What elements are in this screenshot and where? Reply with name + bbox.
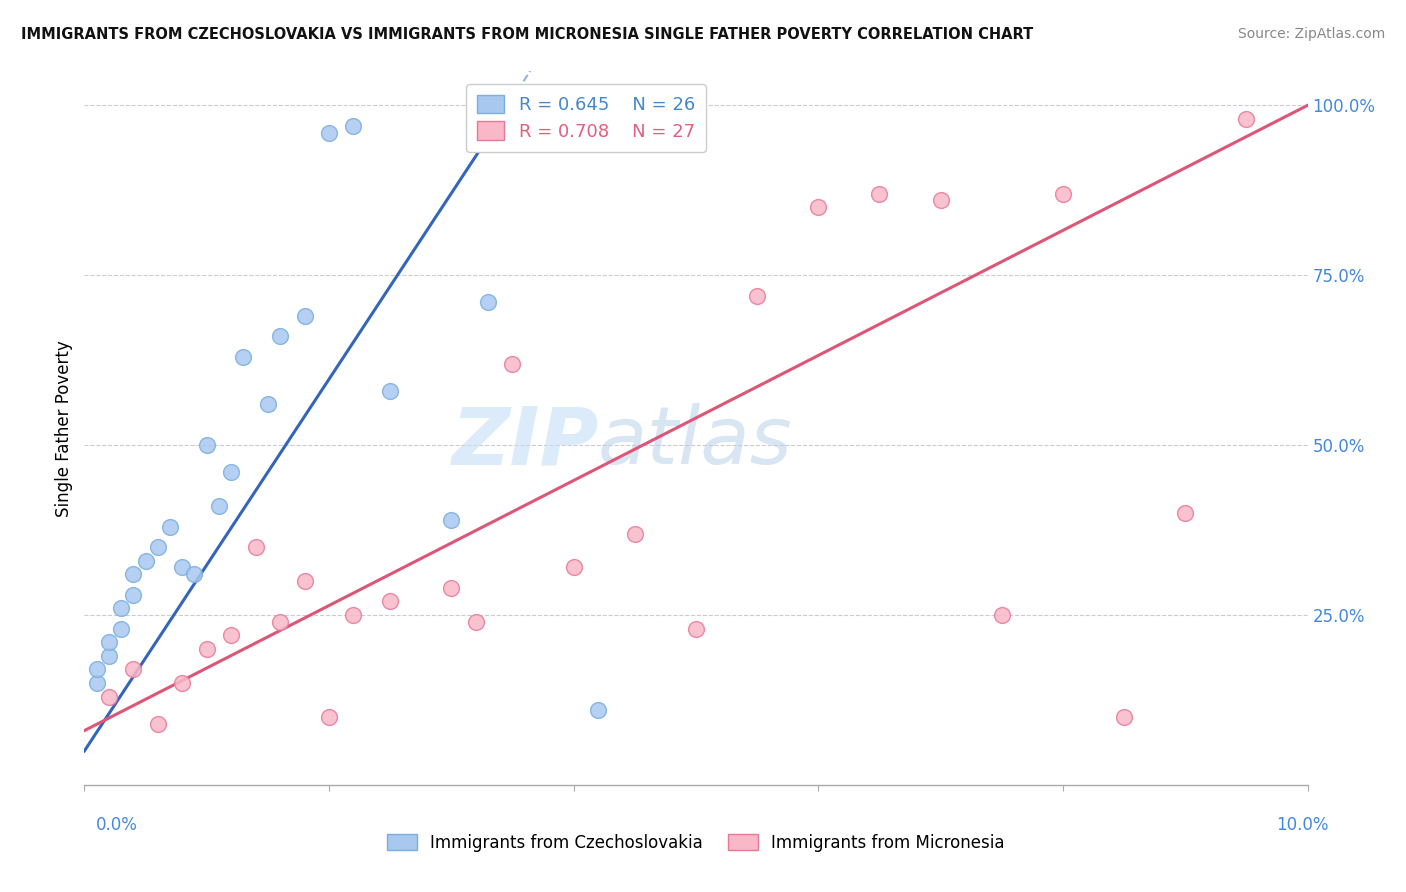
Point	[122, 662, 145, 676]
Point	[110, 622, 132, 636]
Point	[294, 309, 316, 323]
Point	[685, 622, 707, 636]
Text: 10.0%: 10.0%	[1277, 816, 1329, 834]
Point	[232, 350, 254, 364]
Point	[991, 608, 1014, 623]
Point	[624, 526, 647, 541]
Point	[929, 194, 952, 208]
Point	[269, 615, 291, 629]
Point	[269, 329, 291, 343]
Point	[195, 642, 218, 657]
Point	[219, 466, 242, 480]
Point	[97, 635, 120, 649]
Point	[747, 288, 769, 302]
Point	[183, 567, 205, 582]
Point	[146, 716, 169, 731]
Point	[257, 397, 280, 411]
Point	[586, 703, 609, 717]
Point	[172, 676, 194, 690]
Point	[380, 384, 402, 398]
Point	[172, 560, 194, 574]
Point	[342, 608, 364, 623]
Point	[1174, 506, 1197, 520]
Point	[562, 560, 585, 574]
Point	[208, 500, 231, 514]
Point	[97, 690, 120, 704]
Legend: R = 0.645    N = 26, R = 0.708    N = 27: R = 0.645 N = 26, R = 0.708 N = 27	[467, 84, 706, 152]
Point	[195, 438, 218, 452]
Text: IMMIGRANTS FROM CZECHOSLOVAKIA VS IMMIGRANTS FROM MICRONESIA SINGLE FATHER POVER: IMMIGRANTS FROM CZECHOSLOVAKIA VS IMMIGR…	[21, 27, 1033, 42]
Text: atlas: atlas	[598, 403, 793, 482]
Point	[440, 513, 463, 527]
Point	[146, 540, 169, 554]
Point	[318, 710, 340, 724]
Point	[869, 186, 891, 201]
Point	[86, 662, 108, 676]
Text: ZIP: ZIP	[451, 403, 598, 482]
Point	[440, 581, 463, 595]
Point	[1052, 186, 1074, 201]
Point	[502, 357, 524, 371]
Point	[1114, 710, 1136, 724]
Point	[97, 648, 120, 663]
Point	[807, 200, 830, 214]
Point	[122, 567, 145, 582]
Point	[86, 676, 108, 690]
Point	[1236, 112, 1258, 126]
Point	[318, 126, 340, 140]
Point	[135, 554, 157, 568]
Y-axis label: Single Father Poverty: Single Father Poverty	[55, 340, 73, 516]
Text: 0.0%: 0.0%	[96, 816, 138, 834]
Point	[110, 601, 132, 615]
Point	[219, 628, 242, 642]
Point	[159, 519, 181, 533]
Point	[122, 588, 145, 602]
Point	[294, 574, 316, 588]
Point	[477, 295, 499, 310]
Point	[342, 119, 364, 133]
Point	[245, 540, 267, 554]
Point	[380, 594, 402, 608]
Point	[464, 615, 486, 629]
Text: Source: ZipAtlas.com: Source: ZipAtlas.com	[1237, 27, 1385, 41]
